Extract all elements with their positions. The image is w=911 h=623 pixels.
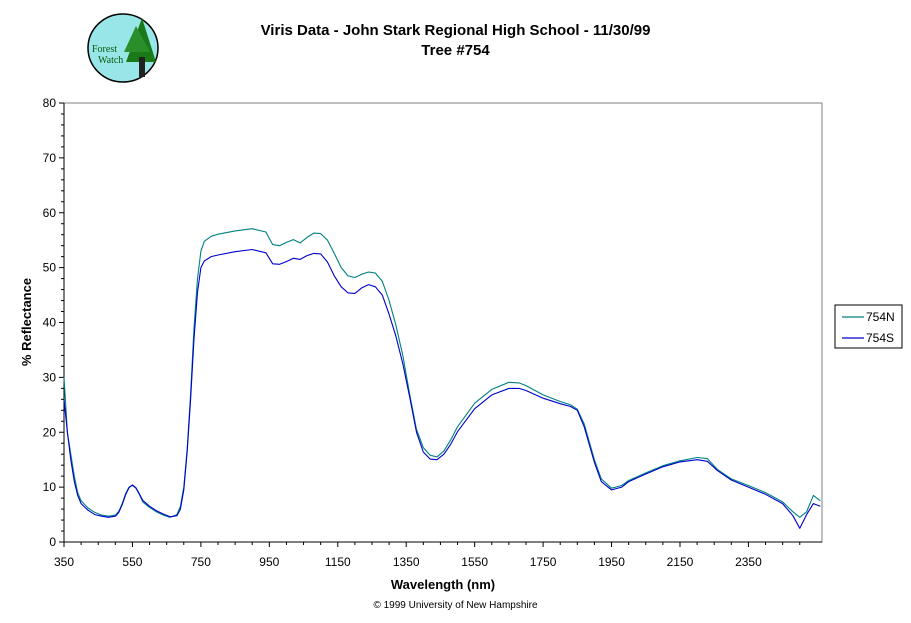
series-line-754s — [63, 248, 821, 529]
y-tick-label: 0 — [49, 535, 56, 549]
forest-watch-logo: Forest Watch — [87, 13, 159, 83]
legend-label-754n: 754N — [866, 310, 895, 324]
x-tick-label: 2350 — [735, 555, 762, 569]
series-layer — [63, 228, 821, 529]
x-tick-label: 1150 — [325, 555, 351, 569]
y-tick-label: 60 — [43, 206, 57, 220]
y-tick-label: 20 — [43, 425, 57, 439]
x-axis-label: Wavelength (nm) — [391, 577, 495, 592]
series-line-754n — [63, 228, 821, 518]
y-tick-label: 70 — [43, 151, 57, 165]
legend-box — [834, 304, 903, 349]
y-tick-label: 30 — [43, 370, 57, 384]
x-tick-label: 1950 — [598, 555, 625, 569]
x-tick-label: 550 — [122, 555, 142, 569]
x-tick-label: 750 — [191, 555, 211, 569]
y-axis-label: % Reflectance — [19, 278, 34, 366]
y-tick-label: 80 — [43, 96, 57, 110]
copyright-notice: © 1999 University of New Hampshire — [373, 600, 538, 611]
y-tick-label: 50 — [43, 261, 57, 275]
x-tick-label: 1550 — [461, 555, 488, 569]
y-tick-label: 10 — [43, 480, 57, 494]
y-tick-label: 40 — [43, 316, 57, 330]
logo-text-watch: Watch — [98, 55, 123, 66]
x-axis: 350 550 750 950 1150 1350 1550 1750 1950 2150 2350 — [54, 541, 822, 569]
x-tick-label: 2150 — [667, 555, 694, 569]
legend: 754N 754S — [834, 304, 903, 349]
plot-frame — [63, 102, 823, 543]
chart-title: Viris Data - John Stark Regional High Sc… — [260, 22, 651, 39]
chart-subtitle: Tree #754 — [421, 42, 490, 59]
x-tick-label: 950 — [259, 555, 279, 569]
x-tick-label: 1350 — [393, 555, 420, 569]
x-tick-label: 350 — [54, 555, 74, 569]
logo-text-forest: Forest — [92, 44, 117, 55]
x-tick-label: 1750 — [530, 555, 557, 569]
legend-label-754s: 754S — [866, 331, 894, 345]
y-axis: 0 10 20 30 40 50 60 70 80 — [43, 96, 65, 549]
